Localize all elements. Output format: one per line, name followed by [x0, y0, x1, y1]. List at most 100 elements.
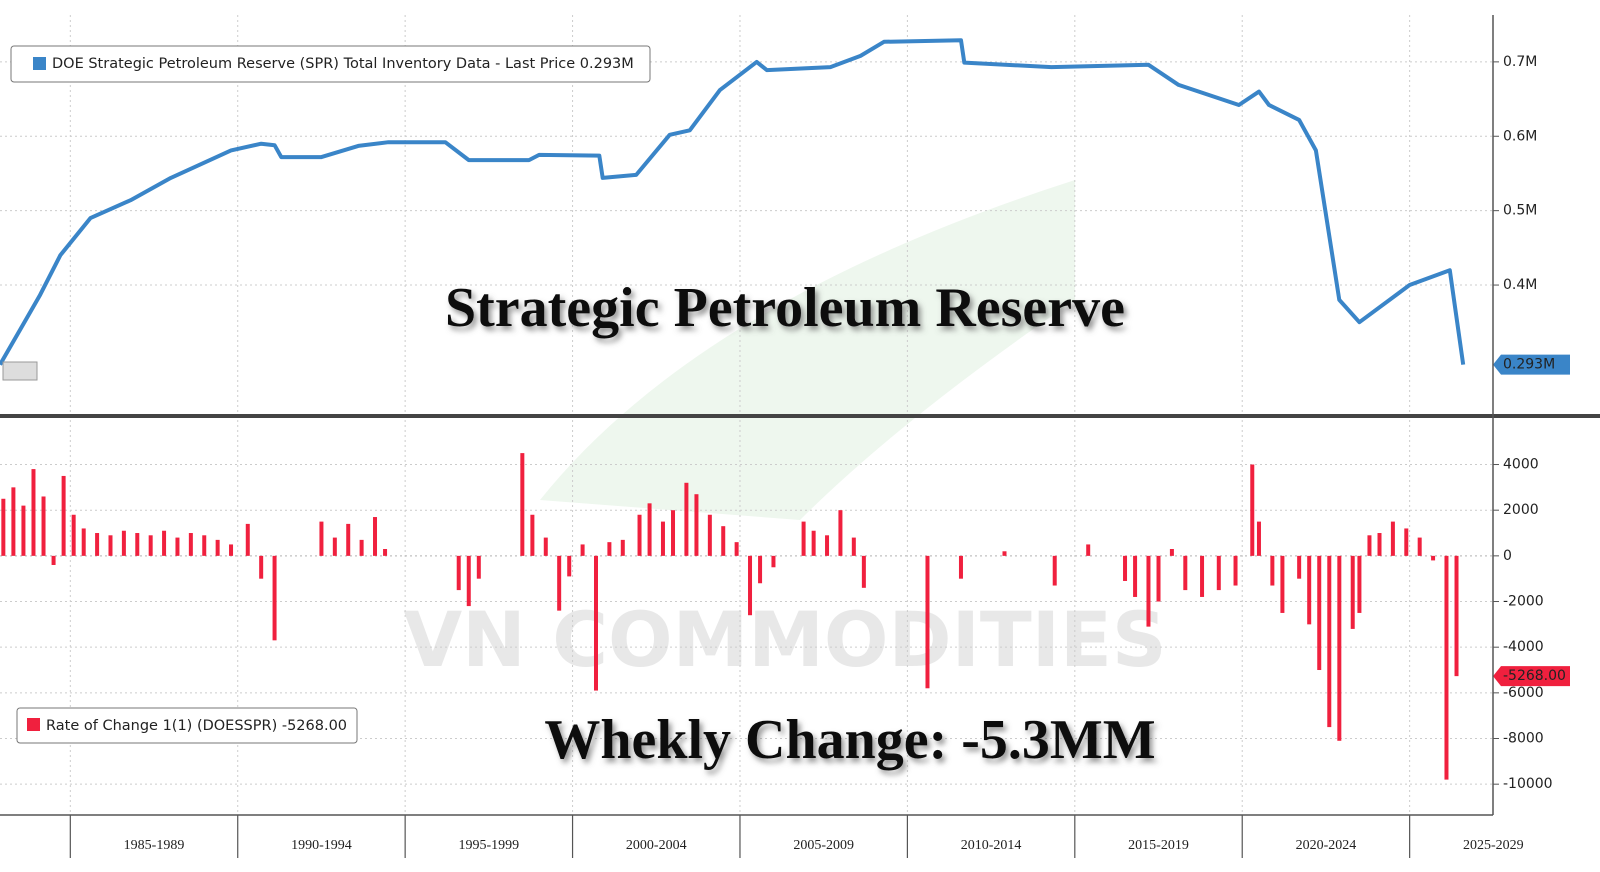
y-tick-label: -4000 — [1503, 639, 1544, 655]
bar — [1350, 555, 1355, 629]
bar — [373, 517, 378, 556]
y-tick-label: -8000 — [1503, 731, 1544, 747]
x-tick-label: 2000-2004 — [626, 838, 687, 853]
legend-box — [16, 707, 358, 744]
bar — [61, 475, 66, 556]
bar — [1133, 555, 1138, 597]
bar — [1307, 555, 1312, 625]
legend-swatch — [27, 718, 40, 731]
line-series — [0, 38, 1466, 366]
bar — [71, 514, 76, 556]
bar — [162, 530, 167, 556]
bar — [135, 533, 140, 556]
last-value-label: 0.293M — [1503, 357, 1555, 373]
bar — [1444, 555, 1449, 780]
bar — [530, 514, 535, 556]
bar — [1390, 521, 1395, 556]
bar — [1, 498, 6, 556]
x-tick-label: 1995-1999 — [459, 838, 520, 853]
watermark-group: VN COMMODITIES — [403, 180, 1167, 684]
x-tick-label: 1990-1994 — [291, 838, 352, 853]
bar — [1317, 555, 1322, 671]
bar — [758, 555, 763, 584]
bar — [861, 555, 866, 588]
bar — [51, 555, 56, 565]
bar — [202, 535, 207, 556]
bar — [1270, 555, 1275, 586]
bar — [175, 537, 180, 556]
bar — [1431, 555, 1436, 561]
bar — [383, 549, 388, 556]
bar — [319, 521, 324, 556]
bar — [607, 542, 612, 556]
bar — [1454, 555, 1459, 677]
x-tick-label: 2025-2029 — [1463, 838, 1524, 853]
bar — [557, 555, 562, 611]
bar — [707, 514, 712, 556]
bar — [1183, 555, 1188, 591]
bar — [1002, 551, 1007, 556]
bar — [771, 555, 776, 568]
bar — [188, 533, 193, 556]
y-tick-label: 0.5M — [1503, 203, 1537, 219]
last-value-tag — [1493, 354, 1570, 375]
bar — [580, 544, 585, 556]
y-tick-label: 2000 — [1503, 502, 1539, 518]
bar — [925, 555, 930, 689]
bar — [1404, 528, 1409, 556]
bar — [1377, 533, 1382, 556]
last-value-tag — [1493, 666, 1570, 687]
bar — [1256, 521, 1261, 556]
y-tick-label: -6000 — [1503, 685, 1544, 701]
bar — [215, 539, 220, 556]
legend-box — [10, 45, 651, 83]
y-tick-label: -2000 — [1503, 594, 1544, 610]
bar — [1337, 555, 1342, 741]
bar — [1297, 555, 1302, 579]
bar — [95, 533, 100, 556]
bar — [1417, 537, 1422, 556]
bar — [272, 555, 277, 641]
bar — [245, 523, 250, 556]
bar — [801, 521, 806, 556]
bar — [647, 503, 652, 556]
bar — [734, 542, 739, 556]
bar — [81, 528, 86, 556]
y-tick-label: 0 — [1503, 548, 1512, 564]
bar — [1200, 555, 1205, 597]
bar — [31, 469, 36, 556]
bar — [811, 530, 816, 556]
bar — [41, 496, 46, 556]
bar — [660, 521, 665, 556]
bar — [456, 555, 461, 591]
x-tick-label: 2005-2009 — [793, 838, 854, 853]
bar — [11, 487, 16, 556]
bar — [1086, 544, 1091, 556]
panel-widget — [2, 361, 38, 381]
watermark-arrow — [540, 180, 1075, 520]
bar — [121, 530, 126, 556]
bar — [1280, 555, 1285, 613]
bar — [1156, 555, 1161, 602]
bar — [1052, 555, 1057, 586]
bar — [721, 526, 726, 556]
bar — [567, 555, 572, 577]
bar — [1233, 555, 1238, 586]
bar — [359, 539, 364, 556]
legend-label: Rate of Change 1(1) (DOESSPR) -5268.00 — [46, 718, 347, 734]
bar — [694, 494, 699, 556]
y-tick-label: 0.6M — [1503, 128, 1537, 144]
bar — [1216, 555, 1221, 591]
bar — [346, 523, 351, 556]
bar — [466, 555, 471, 607]
chart-title: Whekly Change: -5.3MM — [544, 709, 1155, 771]
legend-label: DOE Strategic Petroleum Reserve (SPR) To… — [52, 56, 634, 72]
bar — [1327, 555, 1332, 728]
bar — [1146, 555, 1151, 627]
bar — [259, 555, 264, 579]
plot-layer: 0.4M 0.5M 0.6M 0.7M 0.293M 1985-1989 1990-1994… — [0, 15, 1570, 858]
bar — [543, 537, 548, 556]
x-tick-label: 2020-2024 — [1296, 838, 1357, 853]
bar — [229, 544, 234, 556]
